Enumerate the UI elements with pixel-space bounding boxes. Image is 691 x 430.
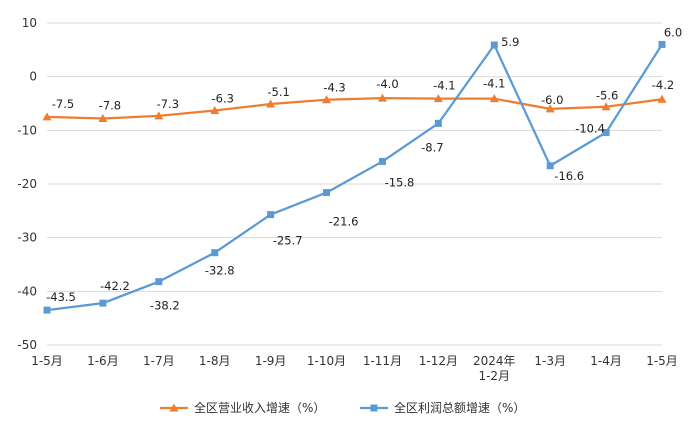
data-point bbox=[266, 99, 276, 108]
x-axis: 1-5月 1-6月 1-7月 1-8月 1-9月 1-10月 1-11月 1-12月 2024年… bbox=[31, 354, 678, 383]
data-label: -6.3 bbox=[212, 91, 234, 105]
legend-label: 全区营业收入增速（%） bbox=[194, 400, 325, 415]
x-tick-label: 1-6月 bbox=[87, 354, 119, 368]
y-tick-label: -20 bbox=[17, 177, 37, 191]
data-label: -4.1 bbox=[433, 79, 455, 93]
data-labels: -7.5 -7.8 -7.3 -6.3 -5.1 -4.3 -4.0 -4.1 -4.1 -6.0… bbox=[46, 25, 682, 312]
data-point bbox=[43, 306, 51, 314]
data-label: -4.1 bbox=[483, 77, 505, 91]
x-tick-label: 2024年 1-2月 bbox=[473, 354, 516, 383]
data-label: -10.4 bbox=[575, 121, 605, 135]
y-tick-label: -30 bbox=[17, 231, 37, 245]
data-point bbox=[98, 114, 108, 123]
gridlines bbox=[47, 22, 662, 346]
x-tick-label: 1-4月 bbox=[590, 354, 622, 368]
x-tick-label: 1-9月 bbox=[255, 354, 287, 368]
data-point bbox=[42, 112, 52, 121]
data-point bbox=[490, 41, 498, 49]
x-tick-label: 1-5月 bbox=[646, 354, 678, 368]
series-revenue bbox=[42, 93, 667, 123]
data-point bbox=[211, 249, 219, 257]
data-point bbox=[602, 128, 610, 136]
data-point bbox=[155, 278, 163, 286]
data-point bbox=[433, 94, 443, 103]
data-point bbox=[322, 95, 332, 104]
data-label: -8.7 bbox=[421, 140, 443, 154]
data-label: -38.2 bbox=[150, 299, 180, 313]
x-tick-label: 1-3月 bbox=[534, 354, 566, 368]
data-label: -4.0 bbox=[376, 77, 398, 91]
data-label: -16.6 bbox=[554, 169, 584, 183]
x-tick-label: 1-5月 bbox=[31, 354, 63, 368]
y-tick-label: -40 bbox=[17, 284, 37, 298]
legend-marker bbox=[169, 403, 179, 412]
data-label: 6.0 bbox=[664, 25, 682, 39]
data-label: -5.6 bbox=[596, 89, 618, 103]
series-line bbox=[46, 43, 663, 312]
data-label: -42.2 bbox=[100, 279, 130, 293]
data-point bbox=[323, 189, 331, 197]
data-label: -7.5 bbox=[52, 97, 74, 111]
series-line bbox=[46, 97, 663, 120]
x-tick-label: 1-8月 bbox=[199, 354, 231, 368]
data-point bbox=[658, 40, 666, 48]
y-tick-label: -10 bbox=[17, 123, 37, 137]
data-point bbox=[267, 211, 275, 219]
series-profit bbox=[43, 40, 666, 314]
data-label: 5.9 bbox=[501, 35, 519, 49]
y-axis: 10 0 -10 -20 -30 -40 -50 bbox=[17, 16, 37, 352]
data-point bbox=[434, 119, 442, 127]
legend-marker bbox=[370, 404, 378, 412]
y-tick-label: 0 bbox=[29, 70, 37, 84]
data-point bbox=[378, 157, 386, 165]
data-point bbox=[601, 102, 611, 111]
data-point bbox=[546, 162, 554, 170]
legend: 全区营业收入增速（%） 全区利润总额增速（%） bbox=[160, 400, 525, 415]
data-label: -32.8 bbox=[205, 264, 235, 278]
data-point bbox=[657, 94, 667, 103]
data-label: -5.1 bbox=[267, 85, 289, 99]
x-tick-label: 1-10月 bbox=[307, 354, 346, 368]
data-point bbox=[210, 105, 220, 114]
series-layer bbox=[42, 40, 667, 314]
x-tick-label: 1-11月 bbox=[363, 354, 402, 368]
y-tick-label: -50 bbox=[17, 338, 37, 352]
data-point bbox=[99, 299, 107, 307]
x-tick-label: 1-7月 bbox=[143, 354, 175, 368]
data-label: -7.3 bbox=[157, 97, 179, 111]
data-point bbox=[154, 111, 164, 120]
data-point bbox=[545, 104, 555, 113]
data-label: -25.7 bbox=[273, 234, 303, 248]
data-label: -7.8 bbox=[99, 99, 121, 113]
y-tick-label: 10 bbox=[22, 16, 37, 30]
data-point bbox=[377, 93, 387, 102]
legend-item: 全区营业收入增速（%） bbox=[160, 400, 325, 415]
data-label: -21.6 bbox=[329, 215, 359, 229]
data-label: -4.3 bbox=[323, 81, 345, 95]
data-point bbox=[489, 94, 499, 103]
data-label: -15.8 bbox=[385, 175, 415, 189]
legend-item: 全区利润总额增速（%） bbox=[360, 400, 525, 415]
data-label: -4.2 bbox=[652, 78, 674, 92]
legend-label: 全区利润总额增速（%） bbox=[394, 400, 525, 415]
data-label: -6.0 bbox=[541, 93, 563, 107]
x-tick-label: 1-12月 bbox=[419, 354, 458, 368]
data-label: -43.5 bbox=[46, 290, 76, 304]
